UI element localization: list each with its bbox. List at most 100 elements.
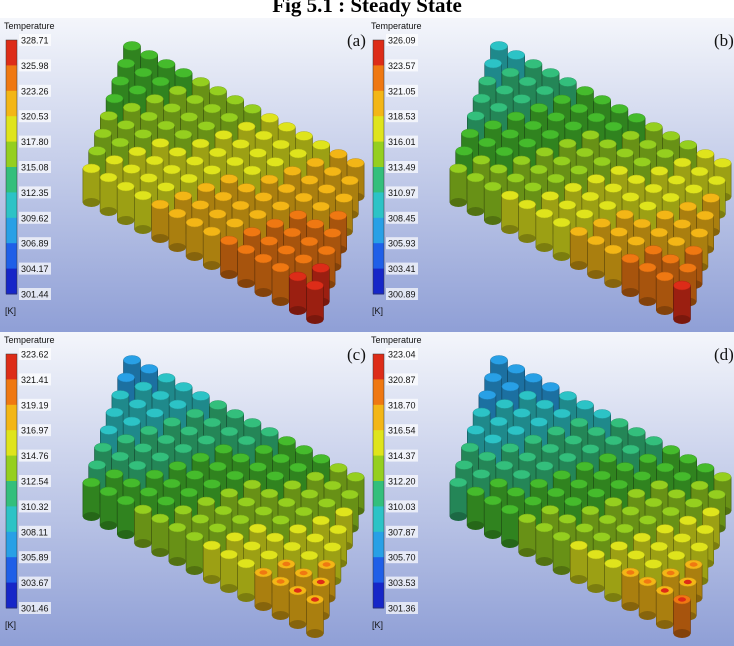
cell-bottom bbox=[553, 252, 570, 261]
cell-body bbox=[255, 573, 272, 607]
cell-top bbox=[662, 193, 679, 202]
cell-bottom bbox=[152, 548, 169, 557]
cell-top bbox=[548, 174, 565, 183]
cell-top bbox=[290, 525, 307, 534]
cell-top bbox=[290, 211, 307, 220]
legend-value: 304.17 bbox=[21, 264, 49, 274]
cell-top bbox=[135, 68, 152, 77]
legend-value: 306.89 bbox=[21, 239, 49, 249]
cell-top bbox=[313, 202, 330, 211]
cell-top bbox=[267, 158, 284, 167]
legend-value: 318.70 bbox=[388, 400, 416, 410]
cell-bottom bbox=[519, 234, 536, 243]
cell-top bbox=[622, 193, 639, 202]
legend-value: 321.41 bbox=[21, 375, 49, 385]
cell-top bbox=[118, 59, 135, 68]
cell-top bbox=[565, 497, 582, 506]
legend-value: 305.89 bbox=[21, 553, 49, 563]
cell-top bbox=[250, 149, 267, 158]
cell-top bbox=[605, 498, 622, 507]
cell-body bbox=[605, 564, 622, 598]
cell-top bbox=[186, 157, 203, 166]
cell-top bbox=[255, 131, 272, 140]
cell-top bbox=[152, 139, 169, 148]
cell-top bbox=[181, 427, 198, 436]
legend-value: 310.03 bbox=[388, 502, 416, 512]
cell-top bbox=[307, 534, 324, 543]
cell-top bbox=[261, 428, 278, 437]
cell-top bbox=[691, 481, 708, 490]
cell-top bbox=[467, 426, 484, 435]
cell-top bbox=[330, 525, 347, 534]
cell-top bbox=[221, 175, 238, 184]
cell-top bbox=[112, 138, 129, 147]
colorbar-band bbox=[6, 65, 17, 91]
cell-top bbox=[175, 69, 192, 78]
cell-bottom bbox=[135, 225, 152, 234]
cell-top bbox=[318, 246, 335, 255]
cell-bottom bbox=[484, 530, 501, 539]
cell-top bbox=[530, 165, 547, 174]
panel-body: Temperature326.09323.57321.05318.53316.0… bbox=[367, 18, 734, 332]
cell-top bbox=[318, 499, 335, 508]
cell-top bbox=[513, 470, 530, 479]
cell-top bbox=[628, 489, 645, 498]
cell-top bbox=[164, 104, 181, 113]
cell-bottom bbox=[203, 261, 220, 270]
cell-top bbox=[226, 533, 243, 542]
cell-body bbox=[553, 223, 570, 257]
cell-top bbox=[278, 123, 295, 132]
cell-top bbox=[490, 479, 507, 488]
cell-top bbox=[100, 487, 117, 496]
cell-top bbox=[473, 408, 490, 417]
cell-top bbox=[146, 95, 163, 104]
cell-top bbox=[215, 192, 232, 201]
legend-value: 326.09 bbox=[388, 36, 416, 46]
cell-top bbox=[261, 551, 278, 560]
panel-body: Temperature323.04320.87318.70316.54314.3… bbox=[367, 332, 734, 646]
cell-top bbox=[221, 113, 238, 122]
cell-top bbox=[548, 427, 565, 436]
cell-top bbox=[577, 87, 594, 96]
cell-top bbox=[542, 383, 559, 392]
cell-top bbox=[158, 60, 175, 69]
cell-body bbox=[83, 169, 100, 203]
cell-hotspot bbox=[678, 597, 686, 601]
cell-top bbox=[594, 471, 611, 480]
cell-top bbox=[187, 409, 204, 418]
legend-value: 319.19 bbox=[21, 400, 49, 410]
cell-top bbox=[657, 525, 674, 534]
cell-body bbox=[639, 268, 656, 302]
cell-top bbox=[83, 478, 100, 487]
cell-body bbox=[186, 223, 203, 257]
cell-body bbox=[450, 169, 467, 203]
cell-bottom bbox=[169, 557, 186, 566]
cell-top bbox=[244, 480, 261, 489]
legend-title: Temperature bbox=[371, 21, 422, 31]
cell-bottom bbox=[588, 584, 605, 593]
cell-top bbox=[336, 508, 353, 517]
cell-top bbox=[462, 129, 479, 138]
cell-top bbox=[628, 114, 645, 123]
cell-top bbox=[479, 391, 496, 400]
cell-top bbox=[508, 51, 525, 60]
colorbar-band bbox=[373, 354, 384, 380]
cell-bottom bbox=[289, 620, 306, 629]
cell-hotspot bbox=[294, 588, 302, 592]
cell-top bbox=[685, 185, 702, 194]
cell-body bbox=[605, 250, 622, 284]
cell-top bbox=[244, 105, 261, 114]
cell-bottom bbox=[221, 584, 238, 593]
cell-bottom bbox=[203, 575, 220, 584]
cell-body bbox=[450, 483, 467, 517]
cell-top bbox=[502, 382, 519, 391]
cell-top bbox=[593, 533, 610, 542]
cell-bottom bbox=[307, 315, 324, 324]
cell-body bbox=[484, 187, 501, 221]
cell-top bbox=[525, 435, 542, 444]
cell-top bbox=[146, 156, 163, 165]
cell-top bbox=[123, 103, 140, 112]
cell-top bbox=[542, 130, 559, 139]
cell-top bbox=[112, 391, 129, 400]
cell-top bbox=[129, 461, 146, 470]
